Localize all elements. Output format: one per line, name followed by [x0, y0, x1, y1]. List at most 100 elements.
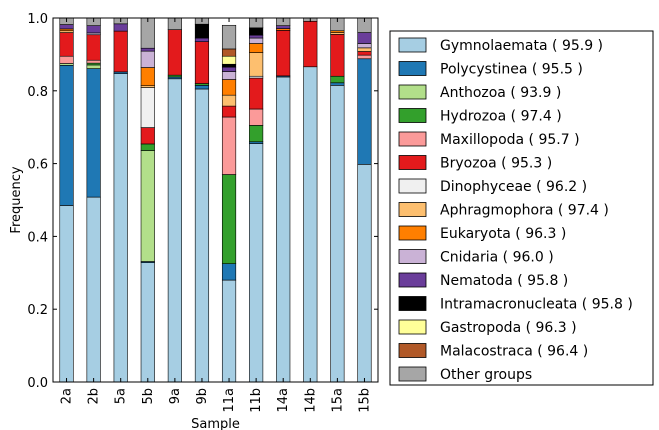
- legend-swatch: [398, 343, 427, 358]
- bar-segment-11b-8: [249, 43, 264, 53]
- bar-segment-15b-9: [357, 43, 372, 49]
- bar-segment-11b-4: [249, 108, 264, 126]
- legend-label: Nematoda ( 95.8 ): [440, 273, 568, 289]
- bar-segment-9b-10: [194, 37, 210, 42]
- x-tick-label: 14b: [303, 388, 318, 413]
- x-tick-label: 5b: [141, 388, 156, 405]
- x-tick-label: 9a: [168, 388, 183, 404]
- bar-segment-14a-0: [276, 76, 291, 383]
- bar-segment-11a-0: [221, 279, 237, 383]
- legend-label: Eukaryota ( 96.3 ): [440, 226, 566, 242]
- bar-segment-15b-5: [357, 51, 372, 56]
- bar-segment-2b-1: [86, 68, 101, 198]
- legend-swatch: [398, 131, 427, 147]
- legend-swatch: [398, 178, 427, 194]
- axes-layer: 2a 2b 5a 5b 9a 9b 11a 11b 14a 14b 15a 15b 0.0 0.2 0.4 0…: [27, 12, 379, 413]
- x-tick-label: 14a: [276, 388, 291, 413]
- bar-segment-9b-5: [194, 41, 210, 84]
- bar-segment-11b-10: [249, 34, 264, 39]
- bar-segment-5b-5: [140, 127, 155, 145]
- bar-segment-5a-0: [113, 73, 128, 383]
- bar-segment-15a-3: [330, 75, 345, 84]
- legend-swatch: [398, 296, 427, 311]
- bar-segment-9a-0: [167, 78, 182, 383]
- bar-segment-2b-2: [86, 64, 101, 69]
- bar-segment-5b-2: [140, 150, 155, 262]
- bar-segment-2a-1: [59, 65, 74, 206]
- legend-label: Gymnolaemata ( 95.9 ): [440, 38, 603, 54]
- bar-segment-15a-5: [330, 34, 345, 77]
- x-tick-label: 11a: [222, 388, 237, 413]
- bar-segment-15a-1: [330, 82, 345, 86]
- bar-segment-2a-4: [59, 55, 74, 64]
- bars-layer: [59, 17, 372, 383]
- y-tick-label: 0.4: [27, 230, 48, 245]
- legend-swatch: [398, 37, 427, 53]
- bar-segment-11b-11: [249, 27, 264, 36]
- legend-frame: [389, 30, 654, 386]
- x-tick-label: 15b: [357, 388, 372, 413]
- legend-label: Gastropoda ( 96.3 ): [440, 320, 577, 336]
- bar-segment-5b-3: [140, 143, 155, 151]
- bar-segment-2b-0: [86, 196, 101, 383]
- bar-segment-11b-5: [249, 77, 264, 110]
- legend-swatch: [398, 319, 427, 335]
- legend-swatch: [398, 249, 427, 264]
- x-tick-label: 2b: [87, 388, 102, 405]
- x-tick-label: 11b: [249, 388, 264, 413]
- x-tick-label: 15a: [330, 388, 345, 413]
- legend-label: Aphragmophora ( 97.4 ): [440, 203, 609, 219]
- y-tick-label: 0.2: [27, 303, 48, 318]
- bar-segment-5b-10: [140, 47, 155, 52]
- x-axis-title: Sample: [191, 417, 240, 430]
- bar-segment-9b-11: [194, 23, 210, 39]
- bar-segment-15b-7: [357, 47, 372, 52]
- legend-label: Intramacronucleata ( 95.8 ): [440, 297, 633, 313]
- bar-segment-5b-0: [140, 262, 155, 383]
- legend-label: Hydrozoa ( 97.4 ): [440, 109, 562, 125]
- bar-segment-9a-5: [167, 29, 182, 76]
- legend-swatch: [398, 108, 427, 123]
- bar-segment-15b-0: [357, 164, 372, 383]
- bar-segment-11a-12: [221, 55, 237, 65]
- bar-segment-11a-14: [221, 24, 237, 50]
- legend-label: Maxillopoda ( 95.7 ): [440, 132, 580, 148]
- y-tick-label: 1.0: [27, 12, 48, 27]
- bar-segment-11a-4: [221, 116, 237, 175]
- bar-segment-11b-7: [249, 52, 264, 77]
- bar-segment-5b-6: [140, 87, 155, 128]
- bar-segment-5a-10: [113, 23, 128, 32]
- x-tick-label: 9b: [195, 388, 210, 405]
- legend-swatch: [398, 155, 427, 170]
- legend-swatch: [398, 225, 427, 241]
- bar-segment-11a-9: [221, 71, 237, 80]
- legend: Gymnolaemata ( 95.9 ) Polycystinea ( 95.5…: [389, 30, 654, 386]
- bar-segment-14b-0: [303, 66, 318, 383]
- bar-segment-11a-13: [221, 48, 237, 57]
- legend-label: Other groups: [440, 367, 532, 383]
- bar-segment-9b-1: [194, 85, 210, 90]
- bar-segment-14b-5: [303, 20, 318, 68]
- legend-label: Cnidaria ( 96.0 ): [440, 250, 554, 266]
- bar-segment-11b-3: [249, 125, 264, 143]
- legend-swatch: [398, 84, 427, 100]
- bar-segment-9b-0: [194, 88, 210, 383]
- bar-segment-2b-5: [86, 34, 101, 61]
- legend-swatch: [398, 272, 427, 288]
- plot-frame: [52, 17, 379, 383]
- bar-segment-11a-5: [221, 105, 237, 118]
- y-axis-title: Frequency: [9, 166, 24, 233]
- bar-segment-11a-3: [221, 174, 237, 265]
- bar-segment-14a-5: [276, 30, 291, 77]
- bar-segment-5b-8: [140, 67, 155, 87]
- bar-segment-11a-11: [221, 63, 237, 68]
- x-tick-label: 5a: [114, 388, 129, 404]
- bar-segment-11a-7: [221, 94, 237, 107]
- bar-segment-5b-14: [140, 17, 155, 49]
- bar-segment-15b-1: [357, 58, 372, 165]
- legend-label: Dinophyceae ( 96.2 ): [440, 179, 587, 195]
- legend-label: Polycystinea ( 95.5 ): [440, 62, 583, 78]
- bar-segment-2a-5: [59, 32, 74, 57]
- bar-segment-15b-4: [357, 54, 372, 60]
